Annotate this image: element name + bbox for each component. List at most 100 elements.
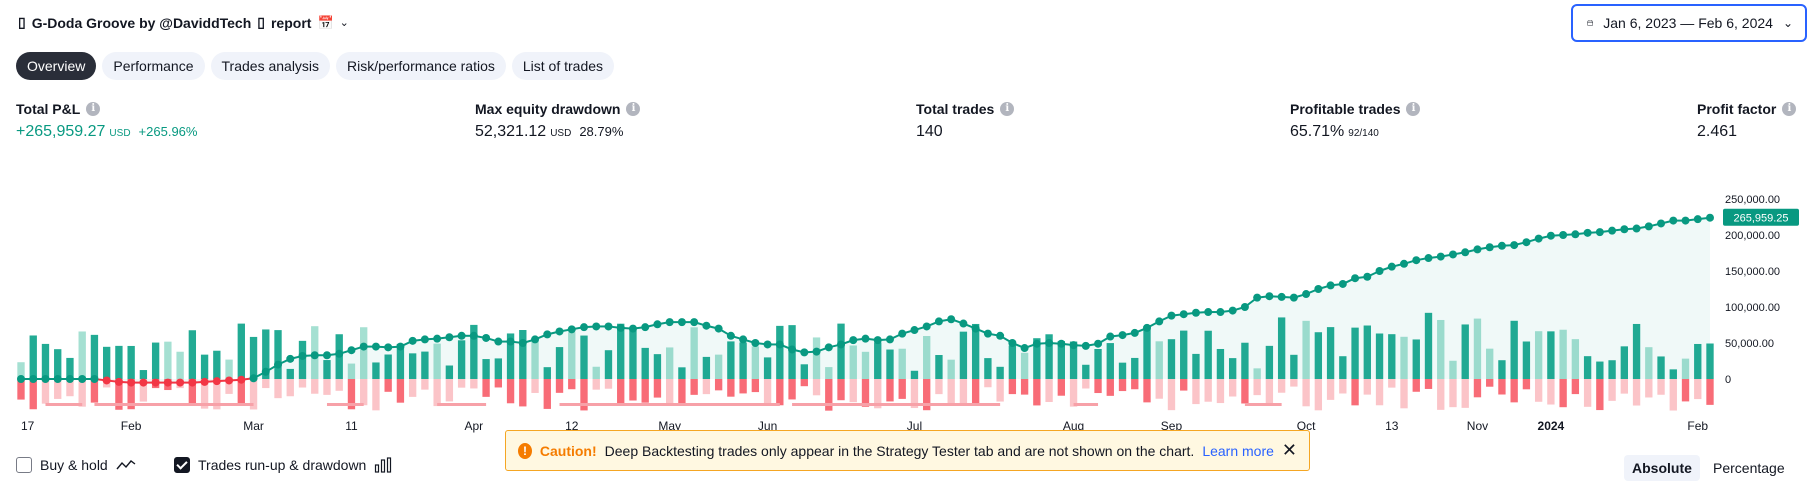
buy-hold-option[interactable]: Buy & hold xyxy=(16,457,136,473)
drawdown-bar xyxy=(1094,379,1102,394)
drawdown-bar xyxy=(1143,379,1151,403)
line-chart-icon xyxy=(116,460,136,470)
runup-bar xyxy=(1167,339,1176,379)
learn-more-link[interactable]: Learn more xyxy=(1202,442,1274,459)
runup-bar xyxy=(959,331,968,379)
drawdown-bar xyxy=(1620,379,1628,394)
close-icon[interactable]: ✕ xyxy=(1281,440,1297,460)
date-range-picker[interactable]: Jan 6, 2023 — Feb 6, 2024 ⌄ xyxy=(1571,4,1807,42)
equity-point xyxy=(163,378,172,387)
equity-point xyxy=(1510,241,1519,250)
equity-point xyxy=(114,377,123,386)
drawdown-bar xyxy=(1547,379,1555,405)
runup-drawdown-checkbox[interactable] xyxy=(174,457,190,473)
drawdown-bar xyxy=(445,379,454,402)
runup-bar xyxy=(678,367,686,379)
runup-bar xyxy=(323,360,331,379)
equity-point xyxy=(788,345,797,354)
drawdown-bar xyxy=(555,379,564,393)
y-tick-label: 0 xyxy=(1725,374,1731,386)
tab-overview[interactable]: Overview xyxy=(16,52,97,80)
drawdown-bar xyxy=(127,379,135,410)
drawdown-bar xyxy=(984,379,992,388)
tab-list-of-trades[interactable]: List of trades xyxy=(511,52,615,80)
equity-point xyxy=(347,346,356,355)
runup-bar xyxy=(666,347,674,379)
runup-bar xyxy=(1363,325,1371,379)
equity-point xyxy=(1485,243,1494,252)
equity-point xyxy=(494,337,503,346)
info-icon[interactable]: i xyxy=(1782,102,1797,116)
runup-bar xyxy=(1008,345,1017,379)
info-icon[interactable]: i xyxy=(86,102,101,116)
x-tick-label: Jul xyxy=(907,419,922,433)
runup-bar xyxy=(1437,319,1445,379)
runup-bar xyxy=(274,330,282,379)
x-tick-label: Mar xyxy=(243,419,264,433)
equity-point xyxy=(567,325,576,334)
runup-bar xyxy=(1559,329,1567,379)
drawdown-bar xyxy=(1241,379,1249,404)
equity-point xyxy=(1448,250,1457,259)
drawdown-bar xyxy=(1167,379,1176,411)
runup-bar xyxy=(800,364,808,379)
y-tick-label: 50,000.00 xyxy=(1725,338,1774,350)
runup-drawdown-option[interactable]: Trades run-up & drawdown xyxy=(174,457,392,473)
metric-label: Profit factor xyxy=(1697,101,1777,117)
percentage-toggle[interactable]: Percentage xyxy=(1713,460,1785,476)
drawdown-bar xyxy=(1069,379,1078,407)
equity-point xyxy=(298,351,307,360)
tab-performance[interactable]: Performance xyxy=(102,52,205,80)
runup-bar xyxy=(433,343,441,379)
runup-bar xyxy=(1033,338,1041,379)
runup-bar xyxy=(543,367,551,379)
drawdown-bar xyxy=(433,379,441,407)
runup-bar xyxy=(739,342,747,379)
metric-sub: 92/140 xyxy=(1348,128,1379,139)
equity-point xyxy=(102,376,111,385)
strategy-title[interactable]: ▯ G-Doda Groove by @DaviddTech ▯ report … xyxy=(18,14,349,31)
runup-bar xyxy=(825,367,833,379)
drawdown-bar xyxy=(1253,379,1261,396)
drawdown-bar xyxy=(1596,379,1604,411)
runup-bar xyxy=(1143,326,1151,379)
runup-bar xyxy=(531,340,539,379)
info-icon[interactable]: i xyxy=(1406,102,1421,116)
runup-bar xyxy=(396,343,405,379)
chevron-down-icon[interactable]: ⌄ xyxy=(339,17,349,29)
equity-point xyxy=(41,375,50,383)
info-icon[interactable]: i xyxy=(626,102,641,116)
drawdown-period-line xyxy=(559,403,780,406)
equity-point xyxy=(1253,293,1262,302)
buy-hold-checkbox[interactable] xyxy=(16,457,32,473)
drawdown-bar xyxy=(751,379,760,393)
absolute-toggle[interactable]: Absolute xyxy=(1624,455,1700,481)
tab-trades-analysis[interactable]: Trades analysis xyxy=(210,52,331,80)
drawdown-bar xyxy=(262,379,270,389)
drawdown-bar xyxy=(1277,379,1286,393)
equity-point xyxy=(53,375,62,383)
info-icon[interactable]: i xyxy=(1000,102,1015,116)
tab-bar: Overview Performance Trades analysis Ris… xyxy=(16,52,615,80)
runup-bar xyxy=(139,370,148,379)
equity-point xyxy=(947,315,956,324)
runup-bar xyxy=(1522,341,1531,379)
drawdown-period-line xyxy=(437,403,487,406)
runup-bar xyxy=(1045,334,1053,379)
runup-bar xyxy=(776,325,784,379)
runup-bar xyxy=(1229,358,1237,379)
equity-point xyxy=(873,336,882,345)
drawdown-bar xyxy=(1694,379,1702,400)
runup-bar xyxy=(1180,330,1188,379)
runup-bar xyxy=(470,324,478,379)
equity-point xyxy=(677,318,686,327)
equity-point xyxy=(1155,317,1164,326)
runup-bar xyxy=(1204,330,1212,379)
equity-point xyxy=(65,375,74,383)
equity-point xyxy=(580,323,588,332)
runup-bar xyxy=(1241,342,1249,379)
x-tick-label: Sep xyxy=(1161,419,1183,433)
drawdown-bar xyxy=(66,379,74,397)
tab-risk-performance-ratios[interactable]: Risk/performance ratios xyxy=(336,52,506,80)
equity-point xyxy=(29,375,38,383)
